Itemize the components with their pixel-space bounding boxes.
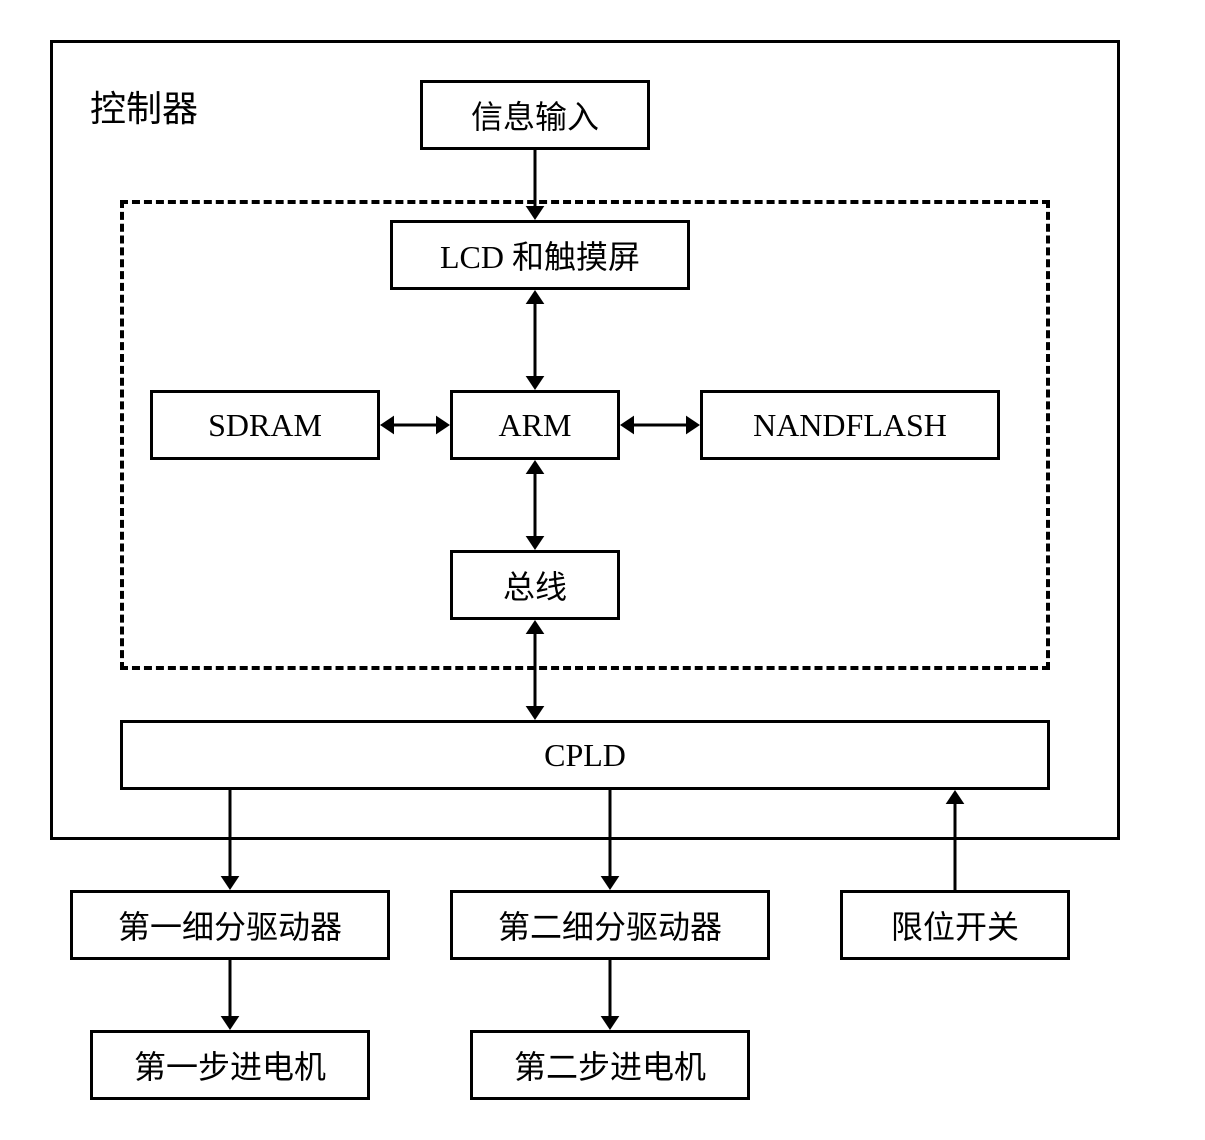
node-label: 第一细分驱动器 (118, 902, 342, 948)
node-sdram: SDRAM (150, 390, 380, 460)
node-motor1: 第一步进电机 (90, 1030, 370, 1100)
node-label: CPLD (544, 737, 626, 774)
node-bus: 总线 (450, 550, 620, 620)
node-nandflash: NANDFLASH (700, 390, 1000, 460)
node-label: 第一步进电机 (134, 1042, 326, 1088)
node-label: NANDFLASH (753, 407, 947, 444)
node-label: 限位开关 (891, 902, 1019, 948)
node-label: SDRAM (208, 407, 322, 444)
node-label: 第二步进电机 (514, 1042, 706, 1088)
block-diagram: 控制器 信息输入 LCD 和触摸屏 SDRAM ARM NANDFLASH 总线… (20, 20, 1185, 1120)
node-label: 信息输入 (471, 92, 599, 138)
node-driver1: 第一细分驱动器 (70, 890, 390, 960)
node-label: 总线 (503, 562, 567, 608)
node-lcd-touch: LCD 和触摸屏 (390, 220, 690, 290)
node-label: ARM (499, 407, 572, 444)
node-label: 第二细分驱动器 (498, 902, 722, 948)
node-label: LCD 和触摸屏 (440, 232, 640, 278)
node-motor2: 第二步进电机 (470, 1030, 750, 1100)
node-driver2: 第二细分驱动器 (450, 890, 770, 960)
node-info-input: 信息输入 (420, 80, 650, 150)
node-cpld: CPLD (120, 720, 1050, 790)
node-limit-switch: 限位开关 (840, 890, 1070, 960)
controller-label: 控制器 (90, 80, 198, 132)
node-arm: ARM (450, 390, 620, 460)
